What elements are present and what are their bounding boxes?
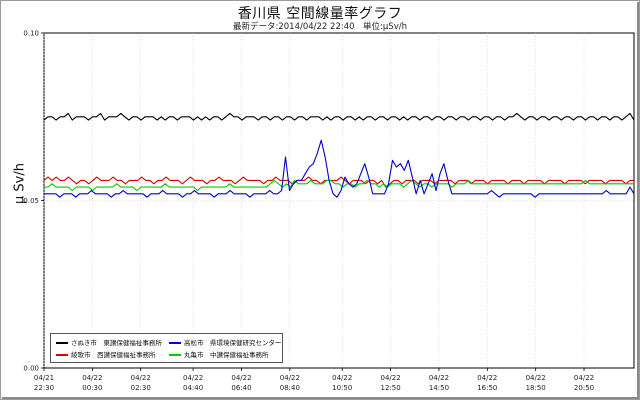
chart-title: 香川県 空間線量率グラフ — [237, 6, 403, 22]
chart-legend: さぬき市 東讃保健福祉事務所 綾歌市 西讃保健福祉事務所 高松市 県環境保健研究… — [50, 333, 283, 363]
series-line-marugame — [44, 179, 634, 192]
x-tick-label-time: 00:30 — [82, 384, 102, 392]
x-tick-label-date: 04/22 — [280, 374, 300, 382]
x-tick-label-time: 18:50 — [526, 384, 546, 392]
x-tick-label-time: 10:50 — [332, 384, 352, 392]
y-tick-label: 0.05 — [23, 197, 39, 205]
x-tick-label-date: 04/22 — [477, 374, 497, 382]
legend-label-sanuki: さぬき市 東讃保健福祉事務所 — [71, 339, 162, 347]
y-tick-label: 0.10 — [23, 30, 39, 38]
x-tick-label-time: 06:40 — [231, 384, 251, 392]
x-tick-label-date: 04/22 — [131, 374, 151, 382]
legend-label-takamatsu: 高松市 県環境保健研究センター — [184, 339, 282, 347]
x-tick-label-time: 22:30 — [34, 384, 54, 392]
x-tick-label-date: 04/22 — [380, 374, 400, 382]
x-tick-label-date: 04/22 — [332, 374, 352, 382]
legend-swatch-sanuki — [56, 342, 68, 344]
x-tick-label-time: 04:40 — [183, 384, 203, 392]
x-tick-label-date: 04/22 — [82, 374, 102, 382]
x-tick-label-time: 16:50 — [477, 384, 497, 392]
y-tick-label: 0.00 — [23, 365, 39, 373]
x-tick-label-date: 04/22 — [183, 374, 203, 382]
legend-entry-takamatsu: 高松市 県環境保健研究センター — [169, 338, 282, 348]
legend-label-marugame: 丸亀市 中讃保健福祉事務所 — [184, 351, 269, 359]
legend-swatch-ayauta — [56, 354, 68, 356]
series-line-ayauta — [43, 176, 634, 188]
x-tick-label-date: 04/22 — [429, 374, 449, 382]
x-tick-label-time: 14:50 — [429, 384, 449, 392]
x-tick-label-date: 04/22 — [231, 374, 251, 382]
legend-swatch-takamatsu — [169, 342, 181, 344]
x-tick-label-time: 08:40 — [280, 384, 300, 392]
x-tick-label-time: 12:50 — [380, 384, 400, 392]
legend-entry-marugame: 丸亀市 中讃保健福祉事務所 — [169, 350, 269, 360]
series-line-takamatsu — [44, 139, 635, 198]
x-tick-label-time: 02:30 — [131, 384, 151, 392]
x-tick-label-date: 04/21 — [34, 374, 54, 382]
legend-label-ayauta: 綾歌市 西讃保健福祉事務所 — [71, 351, 156, 359]
x-tick-label-time: 20:50 — [574, 384, 594, 392]
legend-swatch-marugame — [169, 354, 181, 356]
series-line-sanuki — [43, 112, 635, 121]
chart-subtitle: 最新データ:2014/04/22 22:40 単位:μSv/h — [232, 22, 407, 32]
x-tick-label-date: 04/22 — [574, 374, 594, 382]
legend-entry-sanuki: さぬき市 東讃保健福祉事務所 — [56, 338, 162, 348]
x-tick-label-date: 04/22 — [526, 374, 546, 382]
legend-entry-ayauta: 綾歌市 西讃保健福祉事務所 — [56, 350, 156, 360]
